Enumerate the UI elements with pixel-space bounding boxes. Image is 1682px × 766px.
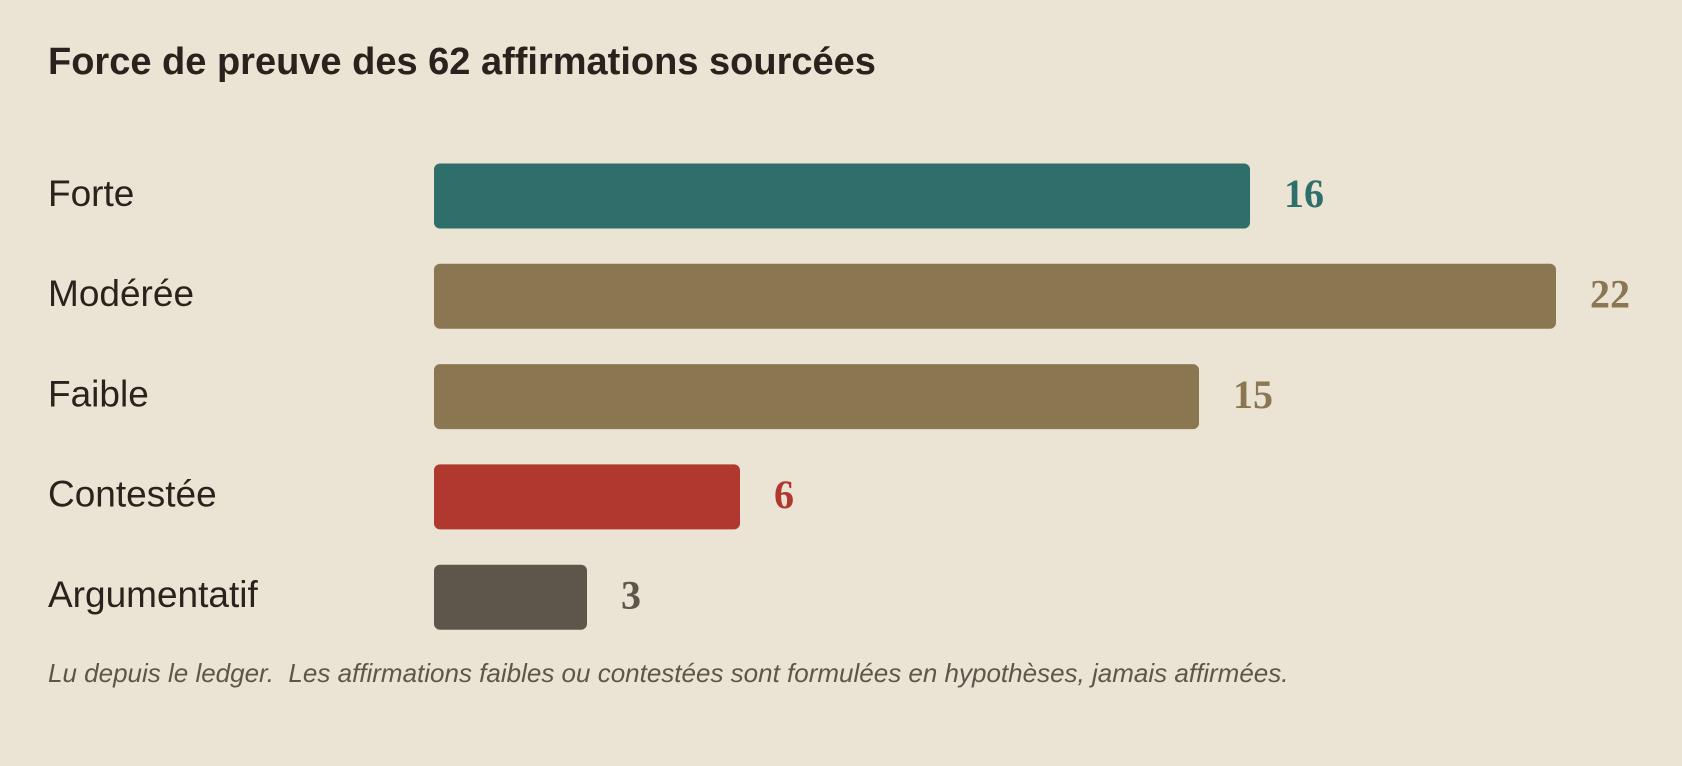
category-label: Forte (48, 173, 134, 214)
value-label: 6 (774, 472, 794, 517)
bar (434, 364, 1199, 430)
category-label: Modérée (48, 273, 194, 314)
value-label: 16 (1284, 171, 1324, 216)
category-label: Faible (48, 373, 149, 414)
value-label: 3 (621, 572, 641, 617)
bar (434, 163, 1250, 229)
category-label: Contestée (48, 474, 217, 515)
bar (434, 263, 1556, 329)
value-label: 15 (1233, 372, 1273, 417)
category-label: Argumentatif (48, 574, 258, 615)
footnote: Lu depuis le ledger. Les affirmations fa… (48, 658, 1289, 688)
chart-title: Force de preuve des 62 affirmations sour… (48, 41, 876, 83)
bar (434, 464, 740, 530)
bar (434, 564, 587, 630)
value-label: 22 (1590, 271, 1630, 316)
